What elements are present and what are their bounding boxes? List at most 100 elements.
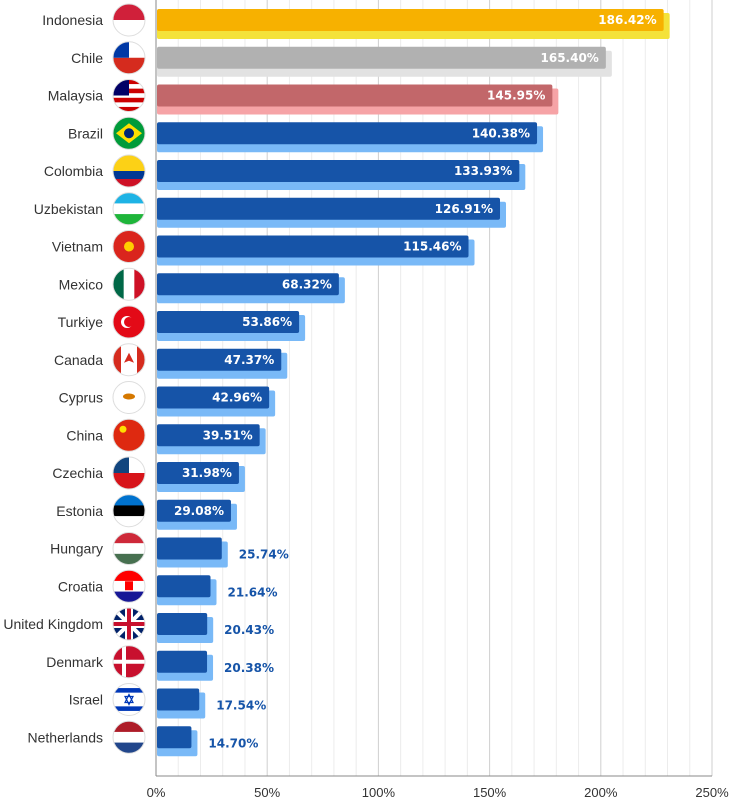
category-label: Israel bbox=[69, 692, 103, 708]
category-label: Uzbekistan bbox=[34, 201, 103, 217]
flag-icon bbox=[112, 230, 146, 263]
value-label: 145.95% bbox=[487, 89, 545, 103]
category-label: United Kingdom bbox=[3, 616, 103, 632]
flag-icon bbox=[112, 116, 146, 150]
value-label: 42.96% bbox=[212, 391, 262, 405]
bar-row: Brazil 140.38% bbox=[68, 116, 544, 153]
flag-icon bbox=[112, 683, 146, 716]
flag-icon bbox=[112, 305, 146, 339]
value-label: 53.86% bbox=[242, 315, 292, 329]
bar-row: Mexico 68.32% bbox=[59, 267, 345, 304]
category-label: Brazil bbox=[68, 125, 103, 141]
category-label: Canada bbox=[54, 352, 103, 368]
value-label: 17.54% bbox=[216, 699, 266, 713]
bar-row: Chile 165.40% bbox=[71, 41, 612, 77]
category-label: Chile bbox=[71, 50, 103, 66]
category-label: Vietnam bbox=[52, 239, 103, 255]
bar bbox=[157, 84, 553, 107]
category-label: Colombia bbox=[44, 163, 103, 179]
flag-icon bbox=[112, 532, 146, 565]
category-label: Malaysia bbox=[48, 88, 103, 104]
bar-row: Estonia 29.08% bbox=[56, 494, 237, 530]
bar bbox=[157, 688, 200, 711]
bar bbox=[157, 46, 606, 69]
value-label: 186.42% bbox=[598, 13, 656, 27]
value-label: 14.70% bbox=[208, 736, 258, 750]
bar-row: Indonesia 186.42% bbox=[42, 3, 670, 39]
value-label: 140.38% bbox=[472, 126, 530, 140]
bar bbox=[157, 537, 222, 560]
value-label: 115.46% bbox=[403, 240, 461, 254]
value-label: 20.38% bbox=[224, 661, 274, 675]
flag-icon bbox=[112, 267, 146, 301]
bar bbox=[157, 9, 664, 31]
flag-icon bbox=[112, 343, 146, 377]
bar bbox=[157, 499, 231, 522]
flag-icon bbox=[112, 456, 146, 490]
bar bbox=[157, 197, 501, 220]
bar-row: Canada 47.37% bbox=[54, 343, 288, 379]
bar-row: Malaysia 145.95% bbox=[48, 79, 559, 115]
bar-row: Denmark 20.38% bbox=[46, 645, 274, 681]
bar bbox=[157, 726, 192, 749]
value-label: 39.51% bbox=[203, 428, 253, 442]
bar-row: Colombia 133.93% bbox=[44, 154, 526, 190]
bar-row: Israel 17.54% bbox=[69, 683, 266, 719]
bar-row: Vietnam 115.46% bbox=[52, 230, 475, 266]
bar-row: Turkiye 53.86% bbox=[58, 305, 306, 341]
flag-icon bbox=[112, 418, 146, 452]
bar bbox=[157, 650, 208, 673]
x-tick-label: 50% bbox=[254, 785, 280, 800]
flag-icon bbox=[112, 645, 146, 679]
x-tick-label: 250% bbox=[695, 785, 729, 800]
value-label: 21.64% bbox=[228, 585, 278, 599]
flag-icon bbox=[112, 41, 146, 75]
flag-icon bbox=[112, 494, 146, 528]
category-label: Netherlands bbox=[28, 729, 104, 745]
category-label: China bbox=[66, 427, 103, 443]
bar bbox=[157, 462, 239, 484]
flag-icon bbox=[112, 607, 146, 641]
category-label: Denmark bbox=[46, 654, 104, 670]
bar-row: Hungary 25.74% bbox=[50, 532, 289, 568]
bar-row: Croatia 21.64% bbox=[58, 569, 278, 606]
flag-icon bbox=[112, 154, 146, 188]
bar-row: Cyprus 42.96% bbox=[59, 381, 276, 417]
bar bbox=[157, 348, 282, 371]
value-label: 20.43% bbox=[224, 623, 274, 637]
bar bbox=[157, 311, 300, 333]
bar bbox=[157, 386, 270, 409]
flag-icon bbox=[112, 79, 146, 112]
x-tick-label: 150% bbox=[473, 785, 507, 800]
bar-row: United Kingdom 20.43% bbox=[3, 607, 274, 643]
value-label: 165.40% bbox=[541, 51, 599, 65]
flag-icon bbox=[112, 720, 146, 754]
bar-row: China 39.51% bbox=[66, 418, 266, 455]
value-label: 126.91% bbox=[435, 202, 493, 216]
value-label: 29.08% bbox=[174, 504, 224, 518]
value-label: 68.32% bbox=[282, 277, 332, 291]
category-label: Indonesia bbox=[42, 12, 103, 28]
category-label: Estonia bbox=[56, 503, 103, 519]
bar-row: Uzbekistan 126.91% bbox=[34, 192, 507, 228]
bar bbox=[157, 424, 260, 447]
flag-icon bbox=[112, 381, 146, 414]
category-label: Turkiye bbox=[58, 314, 104, 330]
value-label: 47.37% bbox=[224, 353, 274, 367]
value-label: 133.93% bbox=[454, 164, 512, 178]
category-label: Cyprus bbox=[59, 390, 103, 406]
x-tick-label: 0% bbox=[147, 785, 166, 800]
bar bbox=[157, 122, 538, 145]
flag-icon bbox=[112, 192, 146, 226]
x-tick-label: 200% bbox=[584, 785, 618, 800]
bar-row: Netherlands 14.70% bbox=[28, 720, 258, 757]
value-label: 25.74% bbox=[239, 548, 289, 562]
bar-row: Czechia 31.98% bbox=[52, 456, 245, 492]
flag-icon bbox=[112, 569, 146, 603]
bar bbox=[157, 160, 520, 182]
category-label: Hungary bbox=[50, 541, 103, 557]
category-label: Croatia bbox=[58, 578, 103, 594]
category-label: Czechia bbox=[52, 465, 103, 481]
flag-icon bbox=[112, 3, 146, 37]
